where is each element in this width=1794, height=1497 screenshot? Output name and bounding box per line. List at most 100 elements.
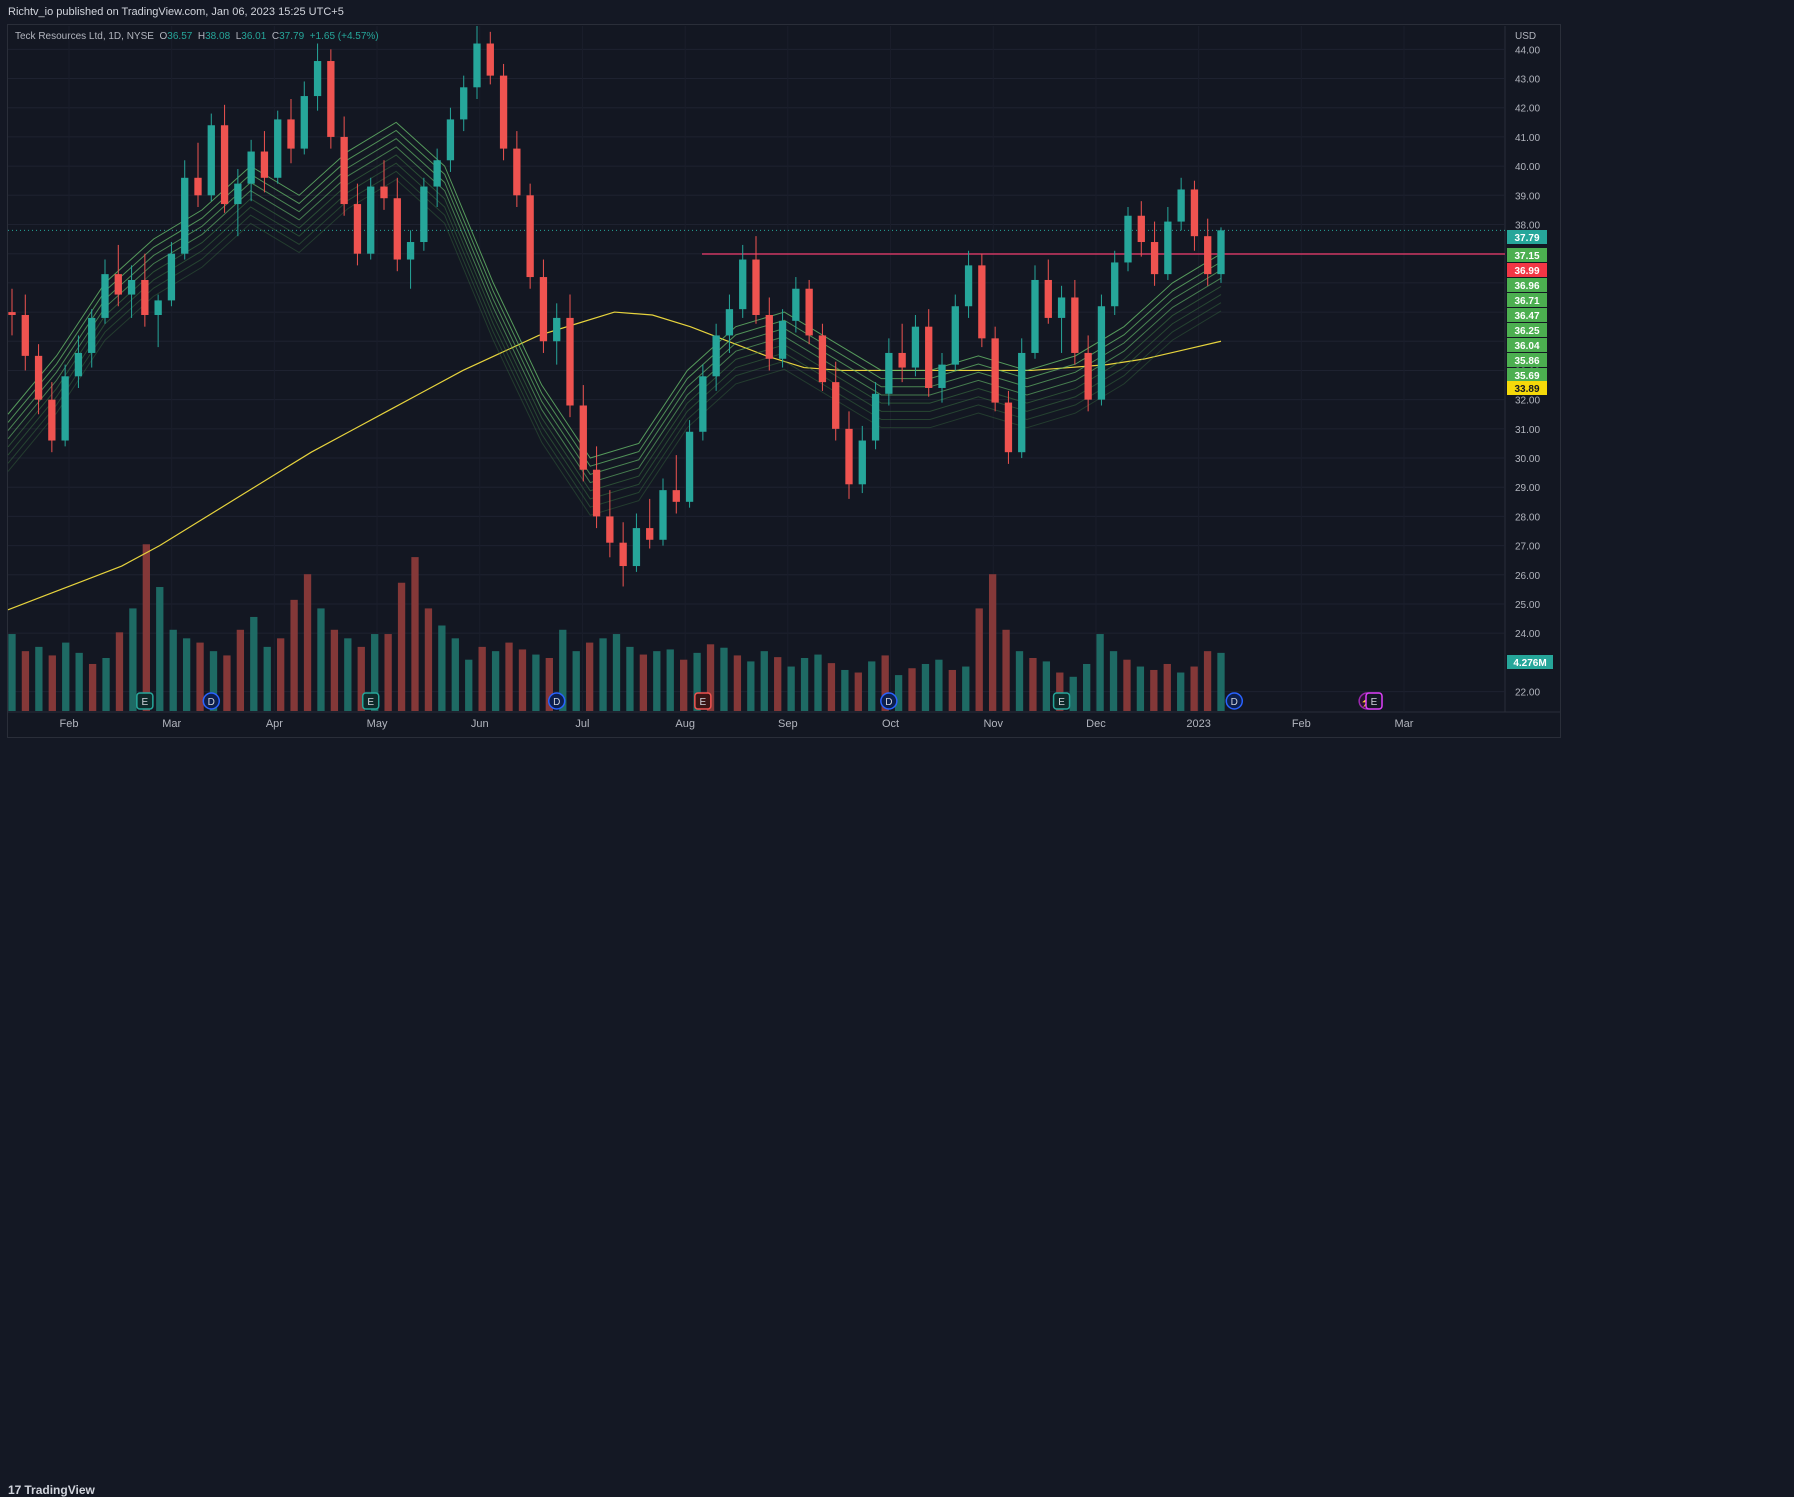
volume-bar — [1217, 652, 1225, 711]
candle-body — [1164, 221, 1172, 275]
candle-body — [1217, 230, 1225, 275]
event-marker-label: D — [553, 697, 560, 708]
event-marker-label: E — [1371, 697, 1378, 708]
volume-bar — [75, 652, 83, 711]
candle-body — [685, 431, 694, 502]
candle-body — [234, 183, 242, 205]
candle-body — [553, 317, 561, 342]
chart-frame[interactable] — [7, 24, 1561, 738]
volume-bar — [48, 655, 56, 711]
candle-body — [1097, 306, 1106, 400]
y-tick-label: 30.00 — [1515, 454, 1540, 465]
event-marker — [694, 692, 712, 710]
x-tick-label: Oct — [882, 718, 899, 730]
candle-body — [1177, 189, 1185, 222]
volume-bar — [653, 651, 661, 711]
tradingview-logo[interactable]: 17 TradingView — [8, 1483, 95, 1497]
volume-bar — [1083, 663, 1091, 711]
candle-body — [101, 274, 109, 318]
volume-bar — [1136, 666, 1145, 711]
x-tick-label: Nov — [983, 718, 1003, 730]
price-tag — [1507, 293, 1547, 307]
event-marker — [547, 692, 566, 710]
volume-bar — [21, 651, 30, 711]
legend-high: H38.08 — [197, 31, 231, 42]
volume-bar — [491, 651, 500, 711]
candle-body — [1044, 279, 1052, 318]
ema-ribbon-line — [7, 170, 1222, 508]
legend-close: C37.79 — [271, 31, 305, 42]
price-tag-label: 36.96 — [1514, 281, 1539, 292]
volume-bar — [317, 608, 325, 711]
candle-body — [114, 274, 122, 295]
event-marker — [202, 692, 221, 710]
volume-bar — [612, 634, 621, 711]
candle-body — [380, 186, 388, 199]
candle-body — [327, 61, 335, 137]
volume-bar — [948, 669, 956, 711]
price-tag — [1507, 248, 1547, 262]
volume-bar — [800, 657, 809, 711]
volume-bar — [827, 663, 836, 711]
volume-bar — [196, 642, 204, 711]
volume-bar — [142, 544, 150, 711]
candle-body — [141, 279, 149, 315]
price-tag-label: 36.25 — [1514, 326, 1539, 337]
candle-body — [991, 338, 999, 403]
candle-body — [579, 405, 587, 470]
volume-bar — [250, 616, 258, 711]
tv-logo-icon: 17 — [8, 1483, 22, 1497]
candle-body — [778, 320, 787, 359]
volume-bar — [182, 638, 191, 711]
price-tag — [1507, 353, 1547, 367]
volume-bar — [881, 655, 889, 711]
candle-body — [606, 516, 614, 543]
candle-body — [61, 376, 69, 441]
price-chart[interactable]: 44.0043.0042.0041.0040.0039.0038.0037.00… — [0, 0, 1568, 767]
candle-body — [659, 490, 667, 540]
candle-body — [353, 204, 362, 254]
candle-body — [8, 312, 16, 315]
candle-body — [420, 186, 428, 243]
x-tick-label: Dec — [1086, 718, 1106, 730]
x-tick-label: Jun — [471, 718, 489, 730]
volume-bar — [263, 646, 271, 711]
candle-body — [1071, 297, 1079, 353]
y-tick-label: 41.00 — [1515, 133, 1540, 144]
event-marker — [361, 692, 380, 710]
candle-body — [925, 326, 933, 388]
volume-bar — [223, 655, 231, 711]
candle-body — [1018, 352, 1026, 453]
volume-bar — [209, 651, 218, 711]
candle-body — [1057, 297, 1066, 318]
candle-body — [1190, 189, 1199, 237]
y-tick-label: 40.00 — [1515, 162, 1540, 173]
currency-label: USD — [1515, 31, 1536, 42]
candle-body — [632, 528, 641, 567]
event-marker-label: E — [142, 697, 149, 708]
volume-bar — [720, 647, 728, 711]
legend-open: O36.57 — [159, 31, 193, 42]
price-tag — [1507, 323, 1547, 337]
volume-bar — [411, 557, 419, 711]
volume-bar — [626, 646, 634, 711]
header-bar: Richtv_io published on TradingView.com, … — [0, 0, 1568, 24]
candle-body — [1150, 242, 1159, 275]
x-tick-label: Sep — [778, 718, 798, 730]
volume-bar — [894, 675, 903, 711]
price-tag-label: 36.04 — [1514, 341, 1539, 352]
candle-body — [592, 469, 601, 517]
symbol-name: Teck Resources Ltd, 1D, NYSE — [15, 31, 154, 42]
event-marker-label: D — [1231, 697, 1238, 708]
price-tag — [1507, 278, 1547, 292]
symbol-legend: Teck Resources Ltd, 1D, NYSE O36.57 H38.… — [15, 31, 379, 42]
candle-body — [247, 151, 255, 184]
price-tag — [1507, 308, 1547, 322]
candle-body — [34, 355, 43, 400]
x-tick-label: 2023 — [1186, 718, 1210, 730]
volume-bar — [1203, 651, 1212, 711]
event-marker-label: E — [1058, 697, 1065, 708]
y-tick-label: 38.00 — [1515, 221, 1540, 232]
publisher-line: Richtv_io published on TradingView.com, … — [8, 6, 344, 18]
volume-bar — [854, 672, 862, 711]
